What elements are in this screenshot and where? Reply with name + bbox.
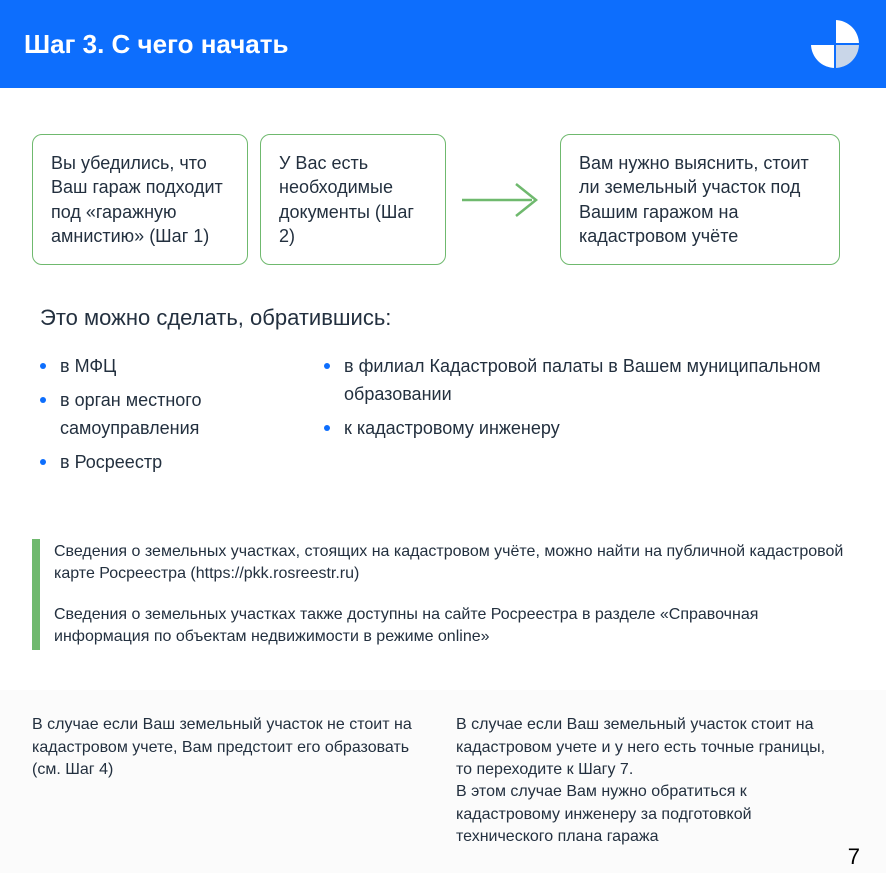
flow-box-1: Вы убедились, что Ваш гараж подходит под… <box>32 134 248 265</box>
flow-box-3: Вам нужно выяснить, стоит ли земельный у… <box>560 134 840 265</box>
arrow-icon <box>458 134 548 265</box>
footer-col-2: В случае если Ваш земельный участок стои… <box>456 714 836 848</box>
page-header: Шаг 3. С чего начать <box>0 0 886 88</box>
list-item: в МФЦ <box>40 353 300 381</box>
list-col-2: в филиал Кадастровой палаты в Вашем муни… <box>324 353 824 483</box>
list-item: в Росреестр <box>40 449 300 477</box>
flow-row: Вы убедились, что Ваш гараж подходит под… <box>32 134 854 265</box>
note-paragraph: Сведения о земельных участках также дост… <box>54 604 844 649</box>
note-paragraph: Сведения о земельных участках, стоящих н… <box>54 541 844 586</box>
content-area: Вы убедились, что Ваш гараж подходит под… <box>0 88 886 650</box>
page-number: 7 <box>848 844 860 870</box>
list-item: в орган местного самоуправления <box>40 387 300 443</box>
footer-col-1: В случае если Ваш земельный участок не с… <box>32 714 412 848</box>
page-title: Шаг 3. С чего начать <box>24 29 288 60</box>
footer-columns: В случае если Ваш земельный участок не с… <box>0 690 886 872</box>
flow-box-2: У Вас есть необходимые документы (Шаг 2) <box>260 134 446 265</box>
list-col-1: в МФЦ в орган местного самоуправления в … <box>40 353 300 483</box>
rosreestr-logo-icon <box>808 17 862 71</box>
list-item: в филиал Кадастровой палаты в Вашем муни… <box>324 353 824 409</box>
list-item: к кадастровому инженеру <box>324 415 824 443</box>
bullet-lists: в МФЦ в орган местного самоуправления в … <box>40 353 854 483</box>
note-block: Сведения о земельных участках, стоящих н… <box>32 539 854 651</box>
section-title: Это можно сделать, обратившись: <box>40 305 854 331</box>
